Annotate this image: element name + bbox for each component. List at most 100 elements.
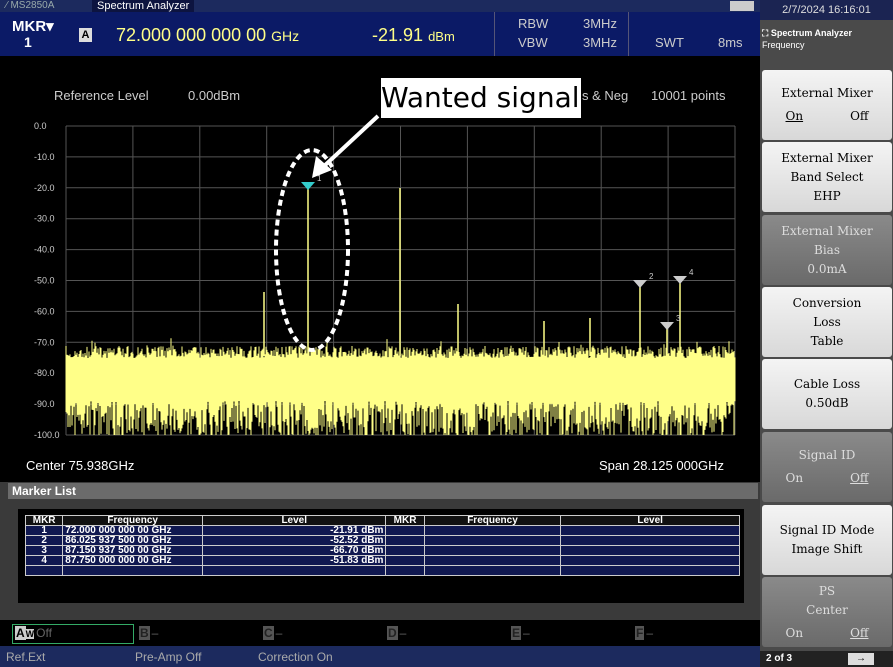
y-label: -80.0 xyxy=(34,368,55,378)
trace-mode: W xyxy=(25,629,35,639)
status-bar xyxy=(0,646,760,667)
mkr-text: MKR xyxy=(12,18,47,35)
level-value: -21.91 xyxy=(372,25,424,45)
level-unit: dBm xyxy=(428,29,455,44)
divider xyxy=(494,12,495,56)
table-cell xyxy=(423,555,562,566)
status-item: Pre-Amp Off xyxy=(135,650,202,664)
softkey[interactable]: External Mixer Band Select EHP xyxy=(762,142,892,212)
table-cell xyxy=(560,535,740,546)
next-page-button[interactable]: → xyxy=(848,653,874,665)
marker-label: 4 xyxy=(689,268,694,277)
table-cell xyxy=(62,565,204,576)
column-header: Frequency xyxy=(62,515,204,526)
softkey-option: On xyxy=(785,109,804,123)
swt-label: SWT xyxy=(655,35,684,50)
table-cell: 86.025 937 500 00 GHz xyxy=(62,535,204,546)
softkey[interactable]: External Mixer On Off xyxy=(762,70,892,140)
column-header: Level xyxy=(202,515,387,526)
table-cell: -51.83 dBm xyxy=(202,555,387,566)
column-header: MKR xyxy=(385,515,425,526)
column-header: Level xyxy=(560,515,740,526)
softkey-option: On xyxy=(785,625,804,640)
mkr-number: 1 xyxy=(24,34,32,50)
marker-frequency: 72.000 000 000 00 GHz xyxy=(116,25,299,46)
arrow-head xyxy=(312,156,332,178)
softkey[interactable]: Conversion Loss Table xyxy=(762,287,892,357)
softkey-line: External Mixer xyxy=(781,223,873,238)
softkey-header: ⛶ Spectrum Analyzer xyxy=(762,28,853,38)
window-buttons[interactable] xyxy=(730,1,754,11)
swt-value: 8ms xyxy=(718,35,743,50)
datetime: 2/7/2024 16:16:01 xyxy=(760,0,893,20)
highlight-ellipse xyxy=(274,148,350,352)
rbw-value: 3MHz xyxy=(583,16,617,31)
y-label: -60.0 xyxy=(34,306,55,316)
trace-box: A xyxy=(79,28,92,42)
table-cell xyxy=(385,535,425,546)
table-cell xyxy=(385,565,425,576)
trace-tab: AW Off xyxy=(15,626,52,640)
softkey-option: On xyxy=(785,471,804,485)
softkey: PS Center On Off xyxy=(762,577,892,647)
marker-triangle xyxy=(673,276,687,284)
points: 10001 points xyxy=(651,88,726,103)
softkey-line: Conversion xyxy=(792,295,862,310)
annotation: Wanted signal xyxy=(381,78,581,118)
table-cell xyxy=(24,565,64,576)
softkey: External Mixer Bias 0.0mA xyxy=(762,215,892,285)
table-cell xyxy=(423,535,562,546)
softkey-line: Signal ID xyxy=(798,448,856,462)
reference-level-label: Reference Level xyxy=(54,88,149,103)
mkr-label[interactable]: MKR▾ xyxy=(12,18,54,35)
table-cell xyxy=(385,555,425,566)
y-label: -40.0 xyxy=(34,245,55,255)
table-row: 2 86.025 937 500 00 GHz -52.52 dBm xyxy=(24,535,740,546)
trace-tab: D – xyxy=(387,626,406,640)
softkey-line: 0.50dB xyxy=(805,396,849,410)
table-cell xyxy=(423,525,562,536)
softkey-line: PS xyxy=(818,583,836,598)
rbw-label: RBW xyxy=(518,16,549,31)
marker-triangle xyxy=(633,280,647,288)
table-cell: 2 xyxy=(24,535,64,546)
trace-letter: D xyxy=(387,626,398,640)
marker-label: 1 xyxy=(317,174,322,183)
trace-status: – xyxy=(523,626,530,640)
softkey-header-text: Spectrum Analyzer xyxy=(770,28,853,38)
softkey-line: Band Select xyxy=(790,169,864,184)
vbw-value: 3MHz xyxy=(583,35,617,50)
trace-status: Off xyxy=(36,626,52,640)
frequency-value: 72.000 000 000 00 xyxy=(116,25,267,45)
softkey-line: Table xyxy=(810,333,844,348)
softkey-subheader: Frequency xyxy=(762,40,805,50)
trace-letter: C xyxy=(263,626,274,640)
softkey[interactable]: Cable Loss 0.50dB xyxy=(762,359,892,429)
table-cell: -66.70 dBm xyxy=(202,545,387,556)
softkey[interactable]: Signal ID Mode Image Shift xyxy=(762,505,892,575)
softkey-option: Off xyxy=(850,625,869,640)
trace-tab-frame[interactable] xyxy=(12,624,134,644)
softkey-option: Off xyxy=(850,109,869,123)
table-row: 1 72.000 000 000 00 GHz -21.91 dBm xyxy=(24,525,740,536)
table-cell xyxy=(385,525,425,536)
softkey-option: Off xyxy=(850,471,869,485)
softkey-options: On Off xyxy=(762,469,892,488)
center-label: Center 75.938GHz xyxy=(26,458,134,473)
softkey-options: On Off xyxy=(762,624,892,643)
softkey: Signal ID On Off xyxy=(762,432,892,502)
table-cell: 1 xyxy=(24,525,64,536)
table-row xyxy=(24,565,740,576)
y-label: -70.0 xyxy=(34,337,55,347)
span-label: Span 28.125 000GHz xyxy=(599,458,724,473)
noise-trace xyxy=(65,338,736,435)
page-indicator: 2 of 3 xyxy=(766,653,793,664)
softkey-line: Bias xyxy=(814,242,840,257)
softkey-line: Signal ID Mode xyxy=(779,523,875,537)
y-label: -30.0 xyxy=(34,214,55,224)
table-row: 3 87.150 937 500 00 GHz -66.70 dBm xyxy=(24,545,740,556)
trace-tab: F – xyxy=(635,626,653,640)
table-cell xyxy=(385,545,425,556)
y-label: -20.0 xyxy=(34,183,55,193)
column-header: MKR xyxy=(24,515,64,526)
